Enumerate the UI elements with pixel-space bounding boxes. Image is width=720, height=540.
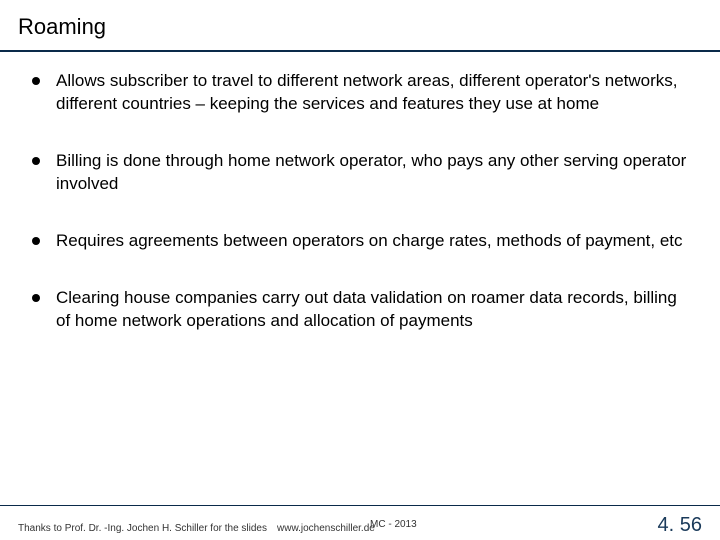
footer-credit: Thanks to Prof. Dr. -Ing. Jochen H. Schi… [18, 523, 267, 534]
bullet-item: Billing is done through home network ope… [30, 150, 690, 196]
bullet-item: Clearing house companies carry out data … [30, 287, 690, 333]
footer-course: MC - 2013 [370, 519, 417, 530]
bullet-item: Allows subscriber to travel to different… [30, 70, 690, 116]
footer: Thanks to Prof. Dr. -Ing. Jochen H. Schi… [0, 506, 720, 540]
footer-url: www.jochenschiller.de [277, 523, 375, 534]
page-number: 4. 56 [658, 514, 702, 537]
content-area: Allows subscriber to travel to different… [0, 52, 720, 333]
footer-left: Thanks to Prof. Dr. -Ing. Jochen H. Schi… [18, 523, 375, 534]
slide: Roaming Allows subscriber to travel to d… [0, 0, 720, 540]
bullet-item: Requires agreements between operators on… [30, 230, 690, 253]
slide-title: Roaming [18, 14, 702, 40]
title-region: Roaming [0, 0, 720, 46]
bullet-list: Allows subscriber to travel to different… [30, 70, 690, 333]
